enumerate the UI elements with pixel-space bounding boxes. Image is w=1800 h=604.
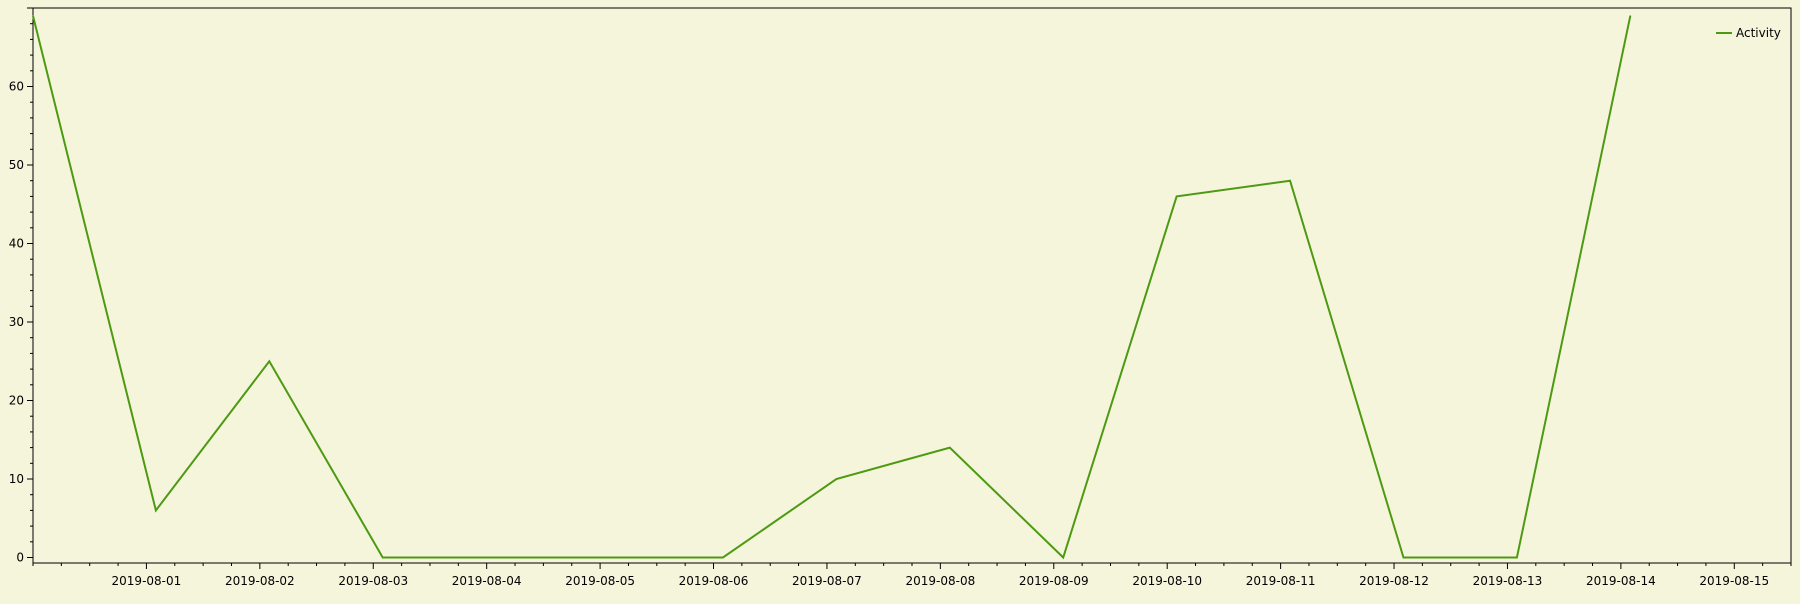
data-point <box>382 556 384 559</box>
x-tick-label: 2019-08-03 <box>338 574 408 588</box>
data-point <box>268 360 270 362</box>
data-point <box>608 556 611 559</box>
y-tick-label: 0 <box>16 551 24 565</box>
legend: Activity <box>1716 26 1781 40</box>
y-tick-label: 40 <box>9 237 24 251</box>
data-point <box>1176 195 1178 198</box>
y-tick-label: 30 <box>9 315 24 329</box>
x-tick-label: 2019-08-07 <box>792 574 862 588</box>
x-tick-label: 2019-08-09 <box>1019 574 1089 588</box>
x-tick-label: 2019-08-11 <box>1246 574 1316 588</box>
x-axis: 2019-08-01 2019-08-02 2019-08-03 2019-08-04… <box>32 563 1792 588</box>
x-tick-label: 2019-08-15 <box>1699 574 1769 588</box>
y-tick-label: 20 <box>9 394 24 408</box>
data-point <box>835 478 837 480</box>
x-tick-label: 2019-08-05 <box>565 574 635 588</box>
x-tick-label: 2019-08-01 <box>112 574 182 588</box>
data-point <box>1289 180 1291 182</box>
data-point <box>155 509 157 512</box>
x-tick-label: 2019-08-08 <box>905 574 975 588</box>
data-point <box>1629 15 1631 17</box>
x-tick-label: 2019-08-06 <box>679 574 749 588</box>
y-tick-label: 50 <box>9 158 24 172</box>
x-tick-label: 2019-08-13 <box>1473 574 1543 588</box>
y-tick-label: 10 <box>9 472 24 486</box>
data-point <box>1062 556 1064 559</box>
x-tick-label: 2019-08-12 <box>1359 574 1429 588</box>
data-point <box>722 556 724 559</box>
data-point <box>1516 556 1518 559</box>
data-point <box>32 15 34 17</box>
y-axis: 0 10 20 30 40 50 60 <box>9 7 33 565</box>
data-point <box>1402 556 1405 559</box>
data-point <box>495 556 497 559</box>
x-tick-label: 2019-08-10 <box>1132 574 1202 588</box>
series-layer <box>32 15 1632 560</box>
x-tick-label: 2019-08-14 <box>1586 574 1656 588</box>
x-tick-label: 2019-08-02 <box>225 574 295 588</box>
x-tick-label: 2019-08-04 <box>452 574 522 588</box>
legend-label: Activity <box>1736 26 1781 40</box>
y-tick-label: 60 <box>9 80 24 94</box>
data-point <box>949 447 951 449</box>
